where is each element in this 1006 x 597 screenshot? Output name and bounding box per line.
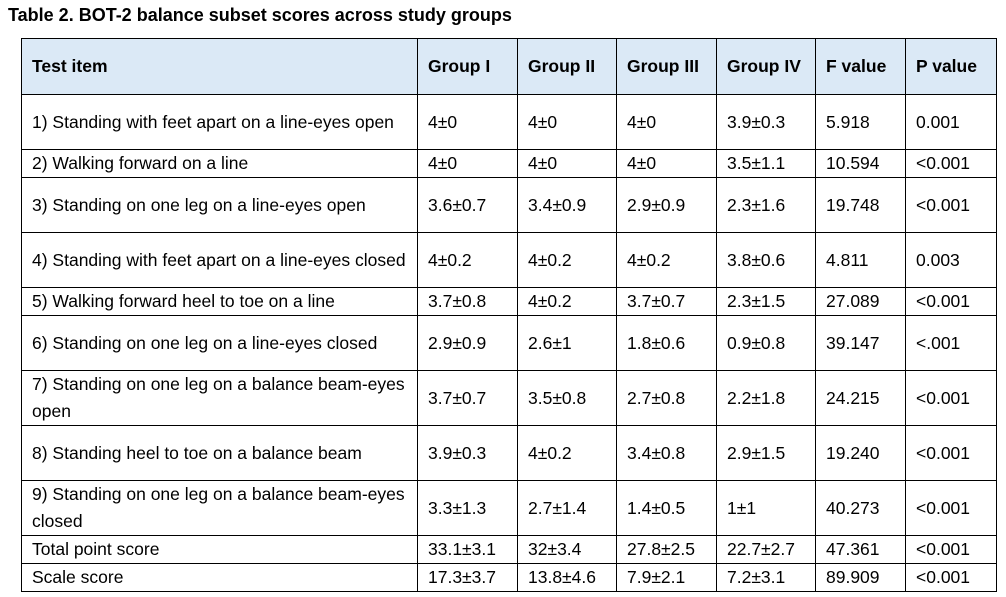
p-value-cell: <0.001	[905, 177, 997, 233]
group-3-cell: 4±0	[616, 94, 717, 150]
p-value-cell: <0.001	[905, 535, 997, 564]
table-row: 2) Walking forward on a line 4±0 4±0 4±0…	[21, 149, 997, 178]
group-2-cell: 4±0.2	[517, 425, 617, 481]
header-group-2: Group II	[517, 38, 617, 95]
group-2-cell: 3.5±0.8	[517, 370, 617, 426]
f-value-cell: 39.147	[815, 315, 906, 371]
table-row: 6) Standing on one leg on a line-eyes cl…	[21, 315, 997, 371]
group-1-cell: 3.6±0.7	[417, 177, 518, 233]
group-1-cell: 3.7±0.8	[417, 287, 518, 316]
header-f-value: F value	[815, 38, 906, 95]
group-1-cell: 17.3±3.7	[417, 563, 518, 592]
header-test-item: Test item	[21, 38, 418, 95]
test-item-cell: 1) Standing with feet apart on a line-ey…	[21, 94, 418, 150]
p-value-cell: <0.001	[905, 370, 997, 426]
p-value-cell: <.001	[905, 315, 997, 371]
group-3-cell: 2.9±0.9	[616, 177, 717, 233]
f-value-cell: 4.811	[815, 232, 906, 288]
group-4-cell: 3.5±1.1	[716, 149, 816, 178]
group-1-cell: 3.3±1.3	[417, 480, 518, 536]
group-4-cell: 1±1	[716, 480, 816, 536]
group-4-cell: 0.9±0.8	[716, 315, 816, 371]
header-group-4: Group IV	[716, 38, 816, 95]
test-item-cell: Scale score	[21, 563, 418, 592]
header-group-3: Group III	[616, 38, 717, 95]
test-item-cell: 8) Standing heel to toe on a balance bea…	[21, 425, 418, 481]
group-3-cell: 4±0.2	[616, 232, 717, 288]
f-value-cell: 47.361	[815, 535, 906, 564]
table-row: Total point score 33.1±3.1 32±3.4 27.8±2…	[21, 535, 997, 564]
p-value-cell: <0.001	[905, 287, 997, 316]
group-4-cell: 2.2±1.8	[716, 370, 816, 426]
group-3-cell: 1.4±0.5	[616, 480, 717, 536]
header-group-1: Group I	[417, 38, 518, 95]
group-2-cell: 2.7±1.4	[517, 480, 617, 536]
group-3-cell: 1.8±0.6	[616, 315, 717, 371]
f-value-cell: 24.215	[815, 370, 906, 426]
group-2-cell: 4±0.2	[517, 287, 617, 316]
test-item-cell: 6) Standing on one leg on a line-eyes cl…	[21, 315, 418, 371]
group-2-cell: 32±3.4	[517, 535, 617, 564]
group-3-cell: 4±0	[616, 149, 717, 178]
group-4-cell: 3.8±0.6	[716, 232, 816, 288]
header-p-value: P value	[905, 38, 997, 95]
f-value-cell: 89.909	[815, 563, 906, 592]
group-1-cell: 3.9±0.3	[417, 425, 518, 481]
f-value-cell: 27.089	[815, 287, 906, 316]
f-value-cell: 19.240	[815, 425, 906, 481]
p-value-cell: <0.001	[905, 149, 997, 178]
group-1-cell: 3.7±0.7	[417, 370, 518, 426]
group-2-cell: 13.8±4.6	[517, 563, 617, 592]
test-item-cell: 5) Walking forward heel to toe on a line	[21, 287, 418, 316]
table-caption: Table 2. BOT-2 balance subset scores acr…	[8, 5, 512, 25]
group-2-cell: 4±0	[517, 94, 617, 150]
group-4-cell: 2.3±1.6	[716, 177, 816, 233]
group-3-cell: 3.4±0.8	[616, 425, 717, 481]
test-item-cell: 4) Standing with feet apart on a line-ey…	[21, 232, 418, 288]
f-value-cell: 19.748	[815, 177, 906, 233]
test-item-cell: 9) Standing on one leg on a balance beam…	[21, 480, 418, 536]
group-3-cell: 27.8±2.5	[616, 535, 717, 564]
f-value-cell: 5.918	[815, 94, 906, 150]
table-row: 3) Standing on one leg on a line-eyes op…	[21, 177, 997, 233]
group-4-cell: 3.9±0.3	[716, 94, 816, 150]
balance-scores-table: Test item Group I Group II Group III Gro…	[21, 38, 997, 592]
group-4-cell: 2.9±1.5	[716, 425, 816, 481]
p-value-cell: <0.001	[905, 563, 997, 592]
table-row: 9) Standing on one leg on a balance beam…	[21, 480, 997, 536]
group-4-cell: 2.3±1.5	[716, 287, 816, 316]
group-3-cell: 2.7±0.8	[616, 370, 717, 426]
table-row: 4) Standing with feet apart on a line-ey…	[21, 232, 997, 288]
group-3-cell: 3.7±0.7	[616, 287, 717, 316]
group-4-cell: 7.2±3.1	[716, 563, 816, 592]
f-value-cell: 40.273	[815, 480, 906, 536]
group-1-cell: 4±0	[417, 149, 518, 178]
table-row: 8) Standing heel to toe on a balance bea…	[21, 425, 997, 481]
p-value-cell: 0.001	[905, 94, 997, 150]
p-value-cell: <0.001	[905, 425, 997, 481]
test-item-cell: 3) Standing on one leg on a line-eyes op…	[21, 177, 418, 233]
f-value-cell: 10.594	[815, 149, 906, 178]
table-row: 5) Walking forward heel to toe on a line…	[21, 287, 997, 316]
header-row: Test item Group I Group II Group III Gro…	[21, 38, 997, 95]
group-2-cell: 4±0	[517, 149, 617, 178]
group-1-cell: 4±0	[417, 94, 518, 150]
p-value-cell: 0.003	[905, 232, 997, 288]
table-row: 7) Standing on one leg on a balance beam…	[21, 370, 997, 426]
group-2-cell: 4±0.2	[517, 232, 617, 288]
group-1-cell: 2.9±0.9	[417, 315, 518, 371]
group-1-cell: 33.1±3.1	[417, 535, 518, 564]
group-2-cell: 2.6±1	[517, 315, 617, 371]
p-value-cell: <0.001	[905, 480, 997, 536]
test-item-cell: 2) Walking forward on a line	[21, 149, 418, 178]
group-4-cell: 22.7±2.7	[716, 535, 816, 564]
table-row: Scale score 17.3±3.7 13.8±4.6 7.9±2.1 7.…	[21, 563, 997, 592]
group-2-cell: 3.4±0.9	[517, 177, 617, 233]
test-item-cell: Total point score	[21, 535, 418, 564]
group-3-cell: 7.9±2.1	[616, 563, 717, 592]
table-row: 1) Standing with feet apart on a line-ey…	[21, 94, 997, 150]
group-1-cell: 4±0.2	[417, 232, 518, 288]
test-item-cell: 7) Standing on one leg on a balance beam…	[21, 370, 418, 426]
